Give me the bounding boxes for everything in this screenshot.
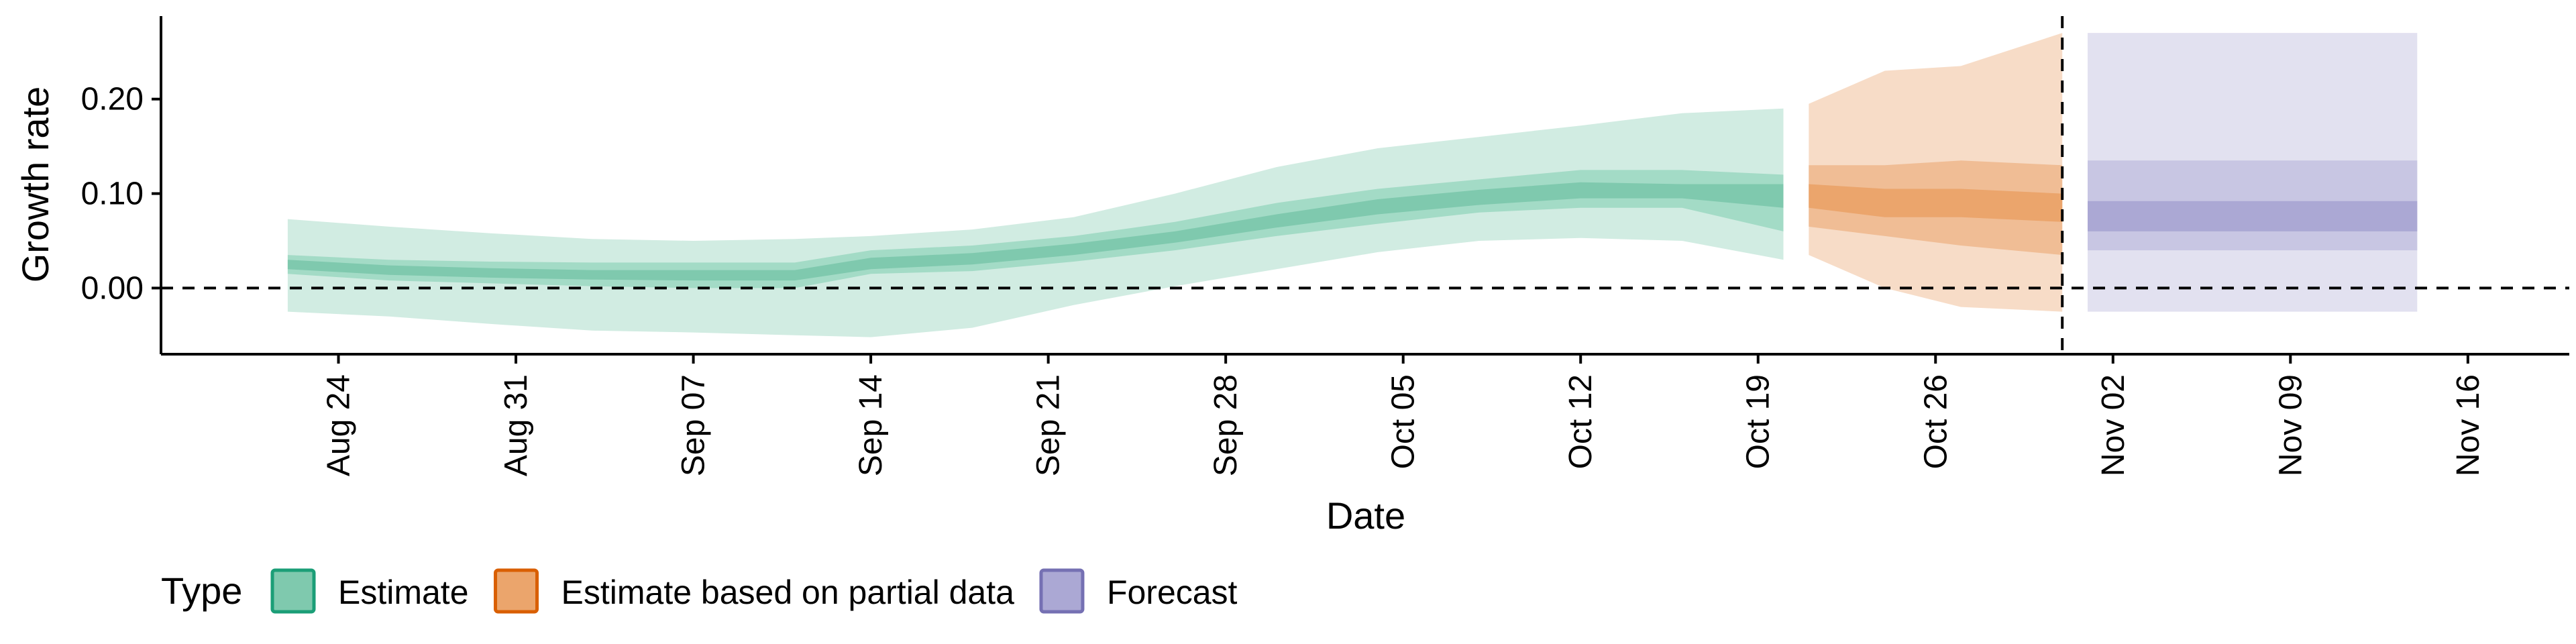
x-axis-title: Date — [1326, 494, 1405, 537]
legend-item-2: Forecast — [1039, 568, 1238, 614]
y-tick-label: 0.00 — [81, 270, 144, 306]
x-tick-label: Oct 05 — [1386, 374, 1421, 469]
y-axis-title: Growth rate — [14, 87, 56, 283]
legend-label: Forecast — [1107, 574, 1238, 611]
series-2 — [2088, 33, 2418, 312]
legend-swatch — [270, 568, 316, 614]
x-tick-label: Nov 16 — [2451, 374, 2486, 476]
legend-label: Estimate — [338, 574, 469, 611]
series-0 — [287, 108, 1784, 337]
legend: Type Estimate Estimate based on partial da… — [161, 568, 1238, 614]
series-1 — [1809, 33, 2063, 312]
axes: 0.00 0.10 0.20 Aug 24 Aug 31 Sep 07 Sep 14 Sep … — [81, 16, 2569, 476]
x-tick-label: Oct 19 — [1741, 374, 1776, 469]
x-tick-label: Oct 12 — [1563, 374, 1599, 469]
x-tick-label: Aug 31 — [498, 374, 534, 476]
x-tick-label: Sep 07 — [676, 374, 712, 476]
y-tick-label: 0.10 — [81, 176, 144, 212]
legend-item-0: Estimate — [270, 568, 469, 614]
legend-label: Estimate based on partial data — [561, 574, 1015, 611]
plot-area — [161, 16, 2569, 354]
ribbon-inner — [287, 182, 1784, 281]
legend-swatch — [1039, 568, 1085, 614]
x-tick-label: Sep 21 — [1031, 374, 1067, 476]
y-tick-label: 0.20 — [81, 82, 144, 117]
x-tick-label: Oct 26 — [1918, 374, 1953, 469]
ribbon-inner — [1809, 184, 2063, 222]
x-tick-label: Sep 14 — [853, 374, 889, 476]
x-tick-label: Aug 24 — [321, 374, 357, 476]
ribbon-outer — [287, 108, 1784, 337]
x-tick-label: Sep 28 — [1208, 374, 1244, 476]
legend-title: Type — [161, 570, 242, 612]
x-tick-label: Nov 02 — [2096, 374, 2131, 476]
legend-swatch — [494, 568, 539, 614]
legend-item-1: Estimate based on partial data — [494, 568, 1015, 614]
ribbon-inner — [2088, 201, 2418, 231]
x-tick-label: Nov 09 — [2273, 374, 2308, 476]
